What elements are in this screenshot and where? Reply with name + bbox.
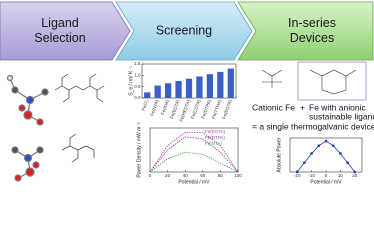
legend-label: Fe(NTA) <box>205 141 222 146</box>
category-label: Fe(EDTA) <box>169 99 181 120</box>
molecule-ball-stick <box>6 74 49 182</box>
category-label: Fe(IDA) <box>160 99 170 116</box>
x-axis-label: Potential / mV <box>178 179 210 185</box>
bar <box>164 83 172 98</box>
bar <box>175 81 182 98</box>
stage-arrow <box>237 1 374 61</box>
point <box>339 152 342 155</box>
bar <box>227 68 234 98</box>
molecule-skeletal <box>54 73 105 163</box>
legend-label: Fe(DTPA) <box>205 135 225 140</box>
y-tick-label: 0.0 <box>134 95 141 100</box>
x-tick-label: 20 <box>352 173 358 178</box>
bar <box>144 92 151 98</box>
structure-drawings <box>261 61 367 101</box>
x-tick-label: -20 <box>294 173 301 178</box>
device-text: + <box>300 102 305 112</box>
curve <box>149 131 239 173</box>
category-label: FeCl₃ <box>141 99 150 112</box>
category-label: Fe(CDTA) <box>190 99 202 120</box>
x-tick-label: 40 <box>183 173 189 178</box>
y-axis-label: Power Density / mW m⁻² <box>136 122 142 177</box>
y-tick-label: 0.5 <box>134 84 141 89</box>
x-tick-label: 0 <box>325 173 328 178</box>
point <box>331 144 335 148</box>
category-label: Fe(EGTA) <box>221 99 233 120</box>
category-label: Fe(TTHA) <box>211 99 223 120</box>
stage-arrow <box>0 1 131 61</box>
y-axis-label: Absolute Power <box>276 137 282 172</box>
x-tick-label: -10 <box>308 173 315 178</box>
y-axis-label: S_e / mV K⁻¹ <box>128 66 134 96</box>
stage-title: Selection <box>34 31 85 45</box>
point <box>310 152 313 155</box>
x-tick-label: 80 <box>218 173 224 178</box>
x-tick-label: 20 <box>165 173 171 178</box>
point <box>353 170 357 174</box>
point <box>303 161 306 165</box>
stage-title: Devices <box>290 31 334 45</box>
point <box>346 161 349 165</box>
x-axis-label: Potential / mV <box>310 179 342 185</box>
stage-title: Screening <box>156 23 212 37</box>
legend-label: Fe(EGTA) <box>205 129 226 134</box>
device-text: = a single thermogalvanic device <box>252 121 374 131</box>
page: {"stages":[{"lines":["Ligand","Selection… <box>0 1 374 186</box>
category-label: Fe(NTA) <box>149 99 160 117</box>
point <box>317 144 321 148</box>
curve <box>149 136 239 173</box>
y-tick-label: 1.5 <box>134 61 141 66</box>
bar <box>217 71 224 98</box>
bar <box>185 78 193 98</box>
bar <box>154 85 161 98</box>
device-text: sustainable ligands <box>309 111 374 121</box>
device-text: Cationic Fe <box>252 102 295 112</box>
category-label: Fe(DTPA) <box>200 99 212 120</box>
bar <box>206 74 214 98</box>
x-tick-label: 100 <box>234 173 242 178</box>
bar <box>196 76 203 98</box>
device-text: Fe with anionic <box>309 102 366 112</box>
y-tick-label: 1.0 <box>134 73 141 78</box>
category-label: Fe(HEDTA) <box>178 99 191 123</box>
point <box>324 139 328 143</box>
stage-title: In-series <box>288 16 336 30</box>
x-tick-label: 0 <box>149 173 152 178</box>
point <box>295 170 299 174</box>
curve <box>149 151 239 173</box>
x-tick-label: 60 <box>200 173 206 178</box>
x-tick-label: 10 <box>338 173 344 178</box>
stage-arrow <box>115 1 253 61</box>
stage-title: Ligand <box>41 16 79 30</box>
